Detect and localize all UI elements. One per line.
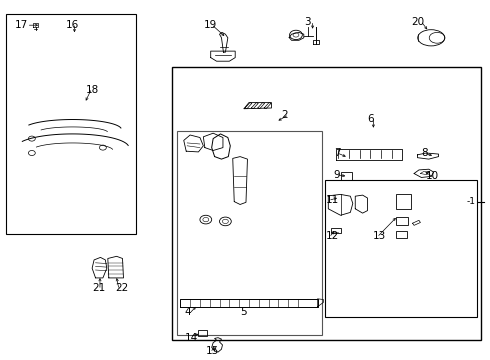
- Text: 10: 10: [426, 171, 440, 181]
- Text: 12: 12: [326, 231, 339, 241]
- Text: 19: 19: [203, 20, 217, 30]
- Text: 5: 5: [240, 307, 247, 318]
- Text: 21: 21: [92, 283, 105, 293]
- Bar: [325, 180, 477, 317]
- Text: 2: 2: [282, 110, 289, 120]
- Text: 14: 14: [185, 333, 198, 343]
- Text: 22: 22: [115, 283, 128, 293]
- Bar: [396, 194, 411, 209]
- Bar: [396, 231, 407, 238]
- Text: 3: 3: [304, 17, 311, 27]
- Text: 20: 20: [412, 17, 425, 27]
- Text: 8: 8: [421, 148, 428, 158]
- Text: -1: -1: [466, 197, 475, 206]
- Text: 11: 11: [326, 195, 339, 205]
- Bar: [6, 14, 136, 234]
- Text: 18: 18: [86, 85, 99, 95]
- Bar: [198, 330, 207, 336]
- Bar: [396, 217, 408, 225]
- Text: 7: 7: [334, 148, 341, 158]
- Text: 4: 4: [185, 307, 192, 318]
- Text: 9: 9: [333, 170, 340, 180]
- Text: 6: 6: [368, 114, 374, 124]
- Text: 13: 13: [372, 231, 386, 241]
- Bar: [177, 131, 322, 335]
- Text: 16: 16: [66, 20, 79, 30]
- Bar: [172, 67, 481, 340]
- Text: 15: 15: [206, 346, 219, 356]
- Bar: [331, 228, 341, 233]
- Bar: [341, 172, 352, 180]
- Text: 17: 17: [15, 20, 28, 30]
